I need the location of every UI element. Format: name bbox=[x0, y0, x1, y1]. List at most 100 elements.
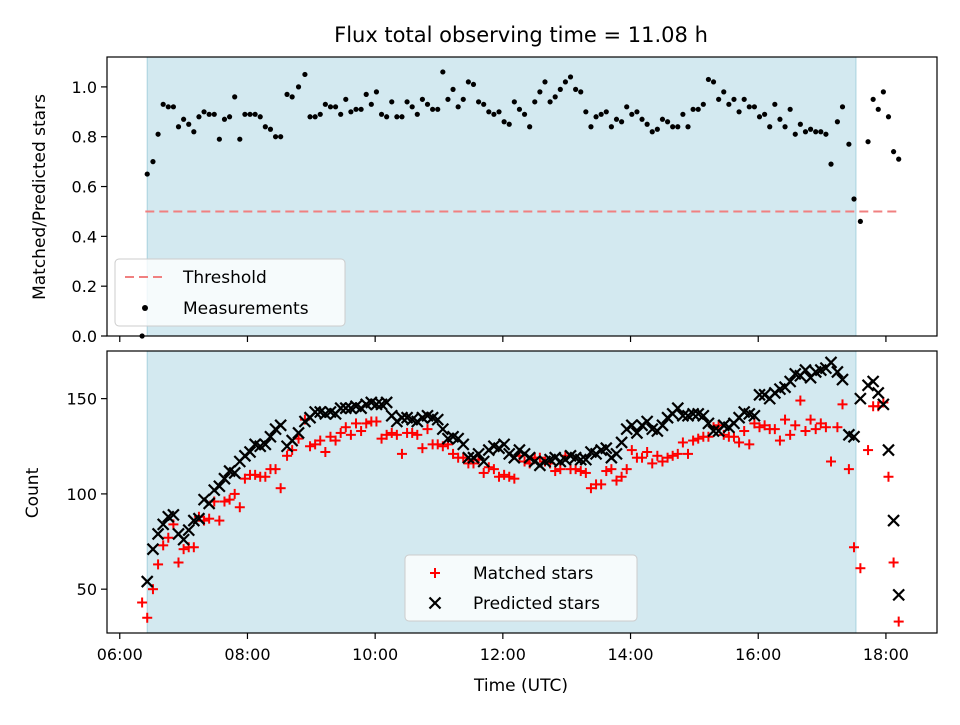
predicted-star-point bbox=[615, 436, 628, 449]
legend-matched-label: Matched stars bbox=[473, 564, 593, 584]
matched-star-point bbox=[637, 452, 648, 463]
matched-star-point bbox=[361, 418, 372, 429]
predicted-star-point bbox=[824, 356, 838, 369]
matched-star-point bbox=[153, 559, 164, 570]
predicted-star-point bbox=[847, 430, 861, 444]
measurement-point bbox=[583, 109, 589, 115]
matched-star-point bbox=[677, 437, 688, 448]
matched-star-point bbox=[315, 435, 326, 446]
measurement-point bbox=[440, 69, 446, 75]
measurement-point bbox=[839, 104, 846, 110]
matched-star-point bbox=[734, 437, 745, 448]
matched-star-point bbox=[270, 464, 281, 475]
legend-matched-sample bbox=[430, 568, 440, 578]
measurement-point bbox=[221, 116, 228, 122]
matched-star-point bbox=[849, 542, 859, 553]
measurement-point bbox=[552, 94, 558, 100]
measurement-point bbox=[424, 101, 431, 107]
predicted-stars-points bbox=[140, 356, 905, 602]
legend-predicted-label: Predicted stars bbox=[473, 594, 600, 614]
measurement-point bbox=[501, 119, 507, 125]
measurement-point bbox=[851, 196, 857, 202]
x-tick-label: 12:00 bbox=[480, 645, 526, 664]
matched-star-point bbox=[504, 471, 515, 482]
matched-star-point bbox=[305, 441, 316, 452]
measurement-point bbox=[165, 104, 171, 110]
measurement-point bbox=[278, 134, 284, 140]
matched-star-point bbox=[219, 496, 230, 507]
measurement-point bbox=[629, 111, 635, 117]
measurement-point bbox=[644, 121, 650, 127]
measurement-point bbox=[823, 131, 829, 137]
matched-star-point bbox=[843, 464, 854, 475]
measurement-point bbox=[828, 161, 834, 167]
measurement-point bbox=[664, 119, 671, 125]
matched-star-point bbox=[555, 464, 566, 475]
measurement-point bbox=[705, 76, 712, 83]
matched-star-point bbox=[356, 426, 367, 437]
matched-star-point bbox=[412, 429, 423, 440]
measurement-point bbox=[751, 104, 758, 110]
measurement-point bbox=[731, 96, 737, 102]
matched-star-point bbox=[667, 450, 678, 461]
predicted-star-point bbox=[707, 424, 720, 438]
matched-star-point bbox=[662, 452, 673, 463]
measurement-point bbox=[150, 159, 156, 165]
measurement-point bbox=[527, 124, 533, 130]
measurement-point bbox=[807, 126, 814, 132]
matched-star-point bbox=[250, 469, 261, 480]
predicted-star-point bbox=[866, 375, 880, 388]
measurement-point bbox=[435, 106, 441, 112]
ratio-y-tick-label: 0.8 bbox=[72, 128, 97, 147]
measurement-point bbox=[378, 111, 385, 117]
measurement-point bbox=[573, 86, 579, 92]
measurement-point bbox=[726, 101, 732, 107]
predicted-star-point bbox=[702, 417, 715, 430]
measurement-point bbox=[170, 104, 176, 110]
ratio-legend: Threshold Measurements bbox=[114, 258, 346, 327]
predicted-star-point bbox=[892, 588, 905, 602]
measurement-point bbox=[358, 106, 364, 112]
predicted-star-point bbox=[308, 405, 322, 419]
matched-star-point bbox=[837, 399, 848, 410]
matched-star-point bbox=[448, 448, 459, 459]
measurement-point bbox=[802, 129, 809, 135]
measurement-point bbox=[475, 99, 482, 105]
measurement-point bbox=[588, 124, 594, 130]
matched-star-point bbox=[335, 427, 346, 438]
matched-star-point bbox=[137, 597, 148, 608]
count-legend-box bbox=[404, 554, 638, 622]
measurement-point bbox=[267, 126, 274, 132]
matched-star-point bbox=[642, 446, 653, 457]
matched-star-point bbox=[616, 471, 627, 482]
predicted-star-point bbox=[213, 480, 226, 493]
matched-star-point bbox=[239, 473, 250, 484]
measurement-point bbox=[186, 121, 192, 127]
ratio-y-axis-label: Matched/Predicted stars bbox=[30, 94, 50, 300]
predicted-star-point bbox=[218, 472, 231, 485]
predicted-star-point bbox=[686, 407, 700, 421]
predicted-star-point bbox=[395, 411, 409, 424]
matched-star-point bbox=[178, 544, 189, 555]
matched-star-point bbox=[606, 464, 617, 475]
measurement-point bbox=[880, 89, 886, 95]
x-tick-label: 06:00 bbox=[97, 645, 143, 664]
matched-star-point bbox=[432, 439, 443, 450]
matched-star-point bbox=[611, 475, 622, 486]
predicted-star-point bbox=[228, 466, 241, 480]
matched-star-point bbox=[499, 469, 510, 480]
measurement-point bbox=[834, 119, 841, 125]
predicted-star-point bbox=[167, 508, 180, 522]
predicted-star-point bbox=[259, 438, 272, 451]
matched-star-point bbox=[749, 418, 760, 429]
ratio-y-tick-label: 1.0 bbox=[72, 78, 97, 97]
measurement-point bbox=[846, 141, 852, 147]
predicted-star-point bbox=[151, 527, 165, 541]
measurement-point bbox=[787, 106, 793, 112]
measurement-point bbox=[455, 104, 461, 110]
measurement-point bbox=[332, 104, 339, 110]
predicted-star-point bbox=[334, 401, 347, 415]
predicted-star-point bbox=[339, 401, 353, 415]
measurement-point bbox=[317, 111, 323, 117]
measurement-point bbox=[659, 116, 666, 122]
